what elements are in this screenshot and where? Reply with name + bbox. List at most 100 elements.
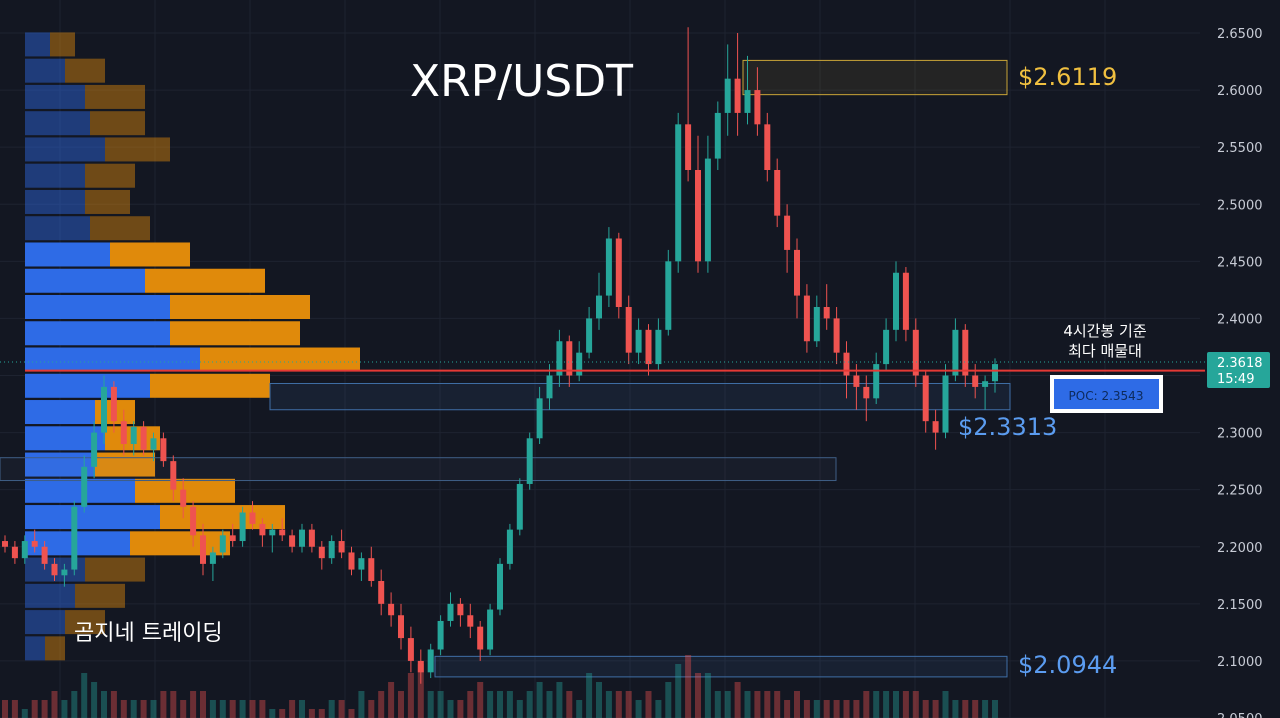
volume-bar bbox=[91, 682, 98, 718]
vp-buy-bar bbox=[25, 478, 135, 503]
vp-buy-bar bbox=[25, 137, 105, 162]
candle-body bbox=[843, 352, 850, 376]
price-lines bbox=[0, 361, 1205, 372]
volume-bar bbox=[704, 673, 711, 718]
candle-body bbox=[873, 364, 880, 399]
candle-body bbox=[427, 649, 434, 673]
candle-body bbox=[190, 506, 197, 536]
volume-bar bbox=[932, 700, 939, 718]
volume-bar bbox=[299, 700, 305, 718]
candle-body bbox=[794, 249, 800, 296]
volume-bar bbox=[318, 709, 325, 718]
candle-body bbox=[853, 375, 860, 387]
volume-bar bbox=[843, 700, 850, 718]
price-zones bbox=[0, 59, 1011, 678]
volume-bar bbox=[437, 691, 444, 718]
candle-body bbox=[566, 341, 573, 376]
volume-bar bbox=[784, 700, 791, 718]
vp-sell-bar bbox=[130, 531, 230, 556]
candle-body bbox=[348, 552, 355, 570]
vp-sell-bar bbox=[105, 137, 170, 162]
vp-sell-bar bbox=[170, 321, 300, 346]
candle-body bbox=[813, 307, 820, 342]
candle-body bbox=[91, 432, 98, 467]
volume-bar bbox=[447, 700, 454, 718]
zone-2-3313 bbox=[269, 382, 1011, 411]
volume-bar bbox=[41, 700, 48, 718]
vp-buy-bar bbox=[25, 268, 145, 293]
candle-body bbox=[110, 386, 117, 422]
candle-body bbox=[764, 124, 771, 170]
candle-body bbox=[605, 238, 612, 296]
level-label-2: $2.3313 bbox=[958, 413, 1057, 441]
poc-note-line-2: 최다 매물대 bbox=[1068, 342, 1142, 360]
vp-buy-bar bbox=[25, 216, 90, 241]
volume-bar bbox=[536, 682, 543, 718]
vp-sell-bar bbox=[200, 347, 360, 372]
volume-bar bbox=[566, 691, 573, 718]
vp-sell-bar bbox=[85, 163, 135, 188]
volume-bar bbox=[803, 700, 810, 718]
vp-sell-bar bbox=[90, 216, 150, 241]
level-label-3: $2.0944 bbox=[1018, 651, 1117, 679]
y-tick-label: 2.1000 bbox=[1217, 655, 1263, 670]
candle-body bbox=[685, 124, 692, 170]
volume-bar bbox=[982, 700, 989, 718]
y-tick-label: 2.2500 bbox=[1217, 484, 1263, 499]
volume-bar bbox=[497, 691, 503, 718]
volume-bar bbox=[873, 691, 880, 718]
volume-bar bbox=[190, 691, 197, 718]
volume-bar bbox=[863, 691, 870, 718]
volume-bar bbox=[883, 691, 890, 718]
volume-bar bbox=[506, 691, 513, 718]
current-price-value: 2.3618 bbox=[1217, 356, 1263, 371]
volume-bar bbox=[101, 691, 107, 718]
zone-2-27 bbox=[0, 457, 837, 482]
vp-sell-bar bbox=[75, 583, 125, 608]
zone-2-0944 bbox=[434, 655, 1008, 678]
volume-bar bbox=[417, 664, 424, 718]
volume-bar bbox=[516, 700, 523, 718]
poc-note-line-1: 4시간봉 기준 bbox=[1063, 322, 1147, 340]
level-label-1: $2.6119 bbox=[1018, 63, 1117, 91]
volume-bar bbox=[962, 700, 969, 718]
volume-bar bbox=[893, 691, 899, 718]
volume-bar bbox=[665, 682, 672, 718]
volume-bar bbox=[200, 691, 206, 718]
volume-bar bbox=[576, 700, 583, 718]
vp-sell-bar bbox=[110, 242, 190, 267]
candle-body bbox=[982, 381, 989, 387]
candle-body bbox=[51, 563, 58, 576]
volume-bar bbox=[625, 691, 632, 718]
volume-bar bbox=[308, 709, 315, 718]
candle-body bbox=[497, 563, 503, 610]
vp-sell-bar bbox=[85, 84, 145, 109]
vp-sell-bar bbox=[65, 58, 105, 83]
y-tick-label: 2.6000 bbox=[1217, 84, 1263, 99]
candle-body bbox=[61, 569, 68, 576]
candle-body bbox=[130, 426, 137, 444]
volume-bar bbox=[31, 700, 38, 718]
candle-body bbox=[556, 341, 563, 376]
vp-sell-bar bbox=[150, 373, 270, 398]
candle-body bbox=[962, 329, 969, 376]
watermark: 곰지네 트레이딩 bbox=[74, 621, 223, 646]
volume-bar bbox=[61, 700, 68, 718]
volume-bar bbox=[477, 682, 484, 718]
volume-bar bbox=[160, 691, 167, 718]
candle-body bbox=[101, 386, 107, 433]
vp-buy-bar bbox=[25, 32, 50, 57]
y-tick-label: 2.4000 bbox=[1217, 312, 1263, 327]
candle-body bbox=[704, 158, 711, 262]
candle-body bbox=[200, 535, 206, 564]
candle-body bbox=[269, 529, 276, 536]
candle-body bbox=[695, 170, 701, 262]
volume-bar bbox=[685, 655, 692, 718]
candle-body bbox=[477, 626, 484, 650]
volume-bar bbox=[813, 700, 820, 718]
volume-bar bbox=[269, 709, 276, 718]
volume-bar bbox=[645, 691, 652, 718]
candle-body bbox=[516, 483, 523, 530]
candle-body bbox=[160, 438, 167, 462]
candle-body bbox=[863, 386, 870, 399]
